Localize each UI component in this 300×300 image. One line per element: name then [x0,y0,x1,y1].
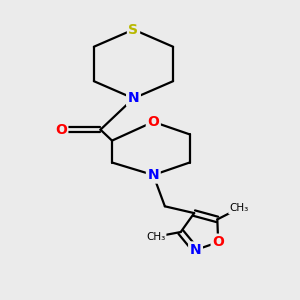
Text: N: N [190,243,201,257]
Text: N: N [128,92,139,105]
Text: N: N [148,168,159,182]
Text: CH₃: CH₃ [229,203,248,214]
Text: O: O [147,115,159,129]
Text: O: O [212,235,224,249]
Text: CH₃: CH₃ [146,232,166,242]
Text: O: O [55,123,67,137]
Text: S: S [128,22,139,37]
